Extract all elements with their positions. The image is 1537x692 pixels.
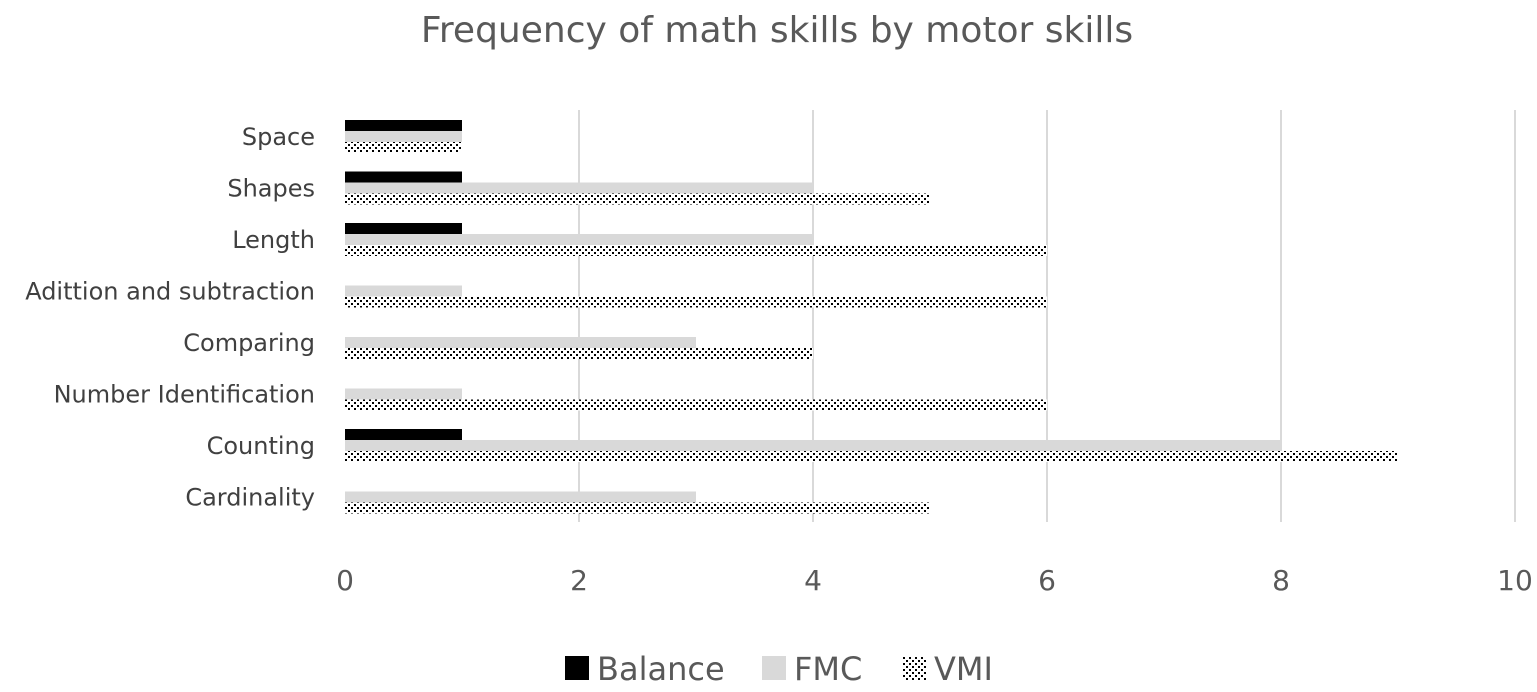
bar-fmc-5 [345, 388, 462, 400]
legend-swatch-fmc [762, 656, 786, 680]
bars [345, 120, 1398, 514]
legend-swatch-balance [565, 656, 589, 680]
legend-label-fmc: FMC [794, 650, 862, 688]
x-tick-labels: 0 2 4 6 8 10 [336, 564, 1533, 597]
category-label: Number Identification [54, 381, 315, 409]
category-label: Adittion and subtraction [25, 278, 315, 306]
bar-fmc-0 [345, 131, 462, 142]
bar-vmi-3 [345, 296, 1047, 308]
category-label: Length [232, 226, 315, 254]
bar-fmc-4 [345, 337, 696, 348]
bar-vmi-6 [345, 451, 1398, 462]
x-tick-label: 2 [570, 564, 588, 597]
category-label: Comparing [183, 329, 315, 357]
category-label: Space [242, 123, 315, 151]
legend-label-vmi: VMI [934, 650, 993, 688]
category-labels: Space Shapes Length Adittion and subtractio… [25, 123, 315, 512]
x-tick-label: 10 [1497, 564, 1533, 597]
bar-balance-1 [345, 171, 462, 183]
x-tick-label: 6 [1038, 564, 1056, 597]
bar-balance-0 [345, 120, 462, 131]
bar-vmi-4 [345, 348, 813, 359]
bar-vmi-1 [345, 193, 930, 205]
category-label: Counting [207, 432, 315, 460]
bar-vmi-0 [345, 142, 462, 153]
bar-fmc-6 [345, 440, 1281, 451]
category-label: Cardinality [185, 484, 315, 512]
bar-fmc-7 [345, 491, 696, 503]
bar-vmi-2 [345, 245, 1047, 256]
category-label: Shapes [227, 175, 315, 203]
chart-title: Frequency of math skills by motor skills [421, 10, 1133, 51]
x-tick-label: 8 [1272, 564, 1290, 597]
bar-balance-2 [345, 223, 462, 234]
bar-fmc-2 [345, 234, 813, 245]
bar-fmc-3 [345, 285, 462, 297]
legend-label-balance: Balance [597, 650, 725, 688]
bar-balance-6 [345, 429, 462, 440]
bar-fmc-1 [345, 182, 813, 194]
x-tick-label: 0 [336, 564, 354, 597]
x-tick-label: 4 [804, 564, 822, 597]
legend-swatch-vmi [902, 656, 926, 680]
bar-vmi-5 [345, 399, 1047, 411]
legend: Balance FMC VMI [565, 650, 993, 688]
bar-vmi-7 [345, 502, 930, 514]
